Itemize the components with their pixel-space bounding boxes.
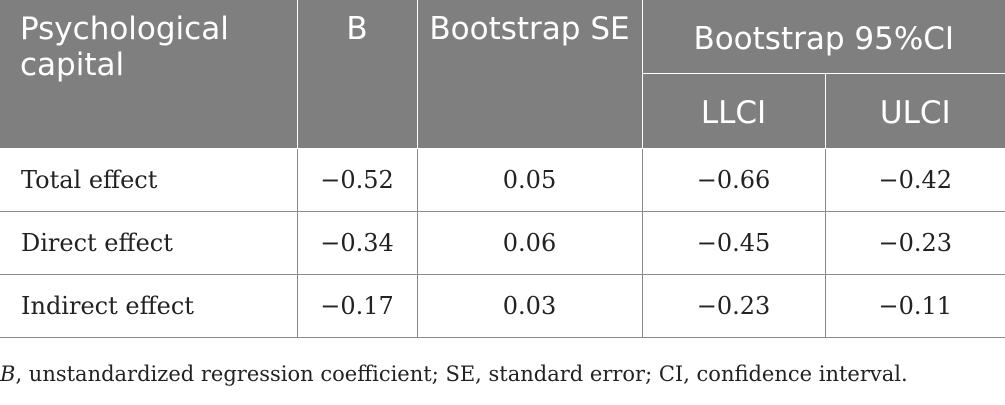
row-label: Direct effect bbox=[0, 211, 298, 275]
cell-b: −0.34 bbox=[296, 211, 418, 275]
cell-se: 0.06 bbox=[416, 211, 643, 275]
header-bootstrap-se: Bootstrap SE bbox=[416, 0, 643, 149]
cell-se: 0.03 bbox=[416, 274, 643, 338]
row-label: Indirect effect bbox=[0, 274, 298, 338]
cell-llci: −0.23 bbox=[641, 274, 826, 338]
cell-b: −0.52 bbox=[296, 148, 418, 212]
cell-llci: −0.45 bbox=[641, 211, 826, 275]
table-header: Psychological capital B Bootstrap SE Boo… bbox=[0, 0, 1005, 149]
table-row: Total effect −0.52 0.05 −0.66 −0.42 bbox=[0, 148, 1005, 212]
cell-ulci: −0.42 bbox=[824, 148, 1005, 212]
table-footnote: B, unstandardized regression coefficient… bbox=[0, 362, 908, 386]
header-psychological-capital: Psychological capital bbox=[0, 0, 298, 149]
footnote-symbol: B bbox=[0, 362, 16, 386]
cell-ulci: −0.11 bbox=[824, 274, 1005, 338]
cell-ulci: −0.23 bbox=[824, 211, 1005, 275]
header-ulci: ULCI bbox=[824, 73, 1005, 149]
row-label: Total effect bbox=[0, 148, 298, 212]
table-body: Total effect −0.52 0.05 −0.66 −0.42 Dire… bbox=[0, 148, 1005, 338]
cell-b: −0.17 bbox=[296, 274, 418, 338]
header-bootstrap-ci: Bootstrap 95%CI bbox=[641, 0, 1005, 74]
header-row-top: Psychological capital B Bootstrap SE Boo… bbox=[0, 0, 1005, 149]
cell-llci: −0.66 bbox=[641, 148, 826, 212]
cell-se: 0.05 bbox=[416, 148, 643, 212]
table-row: Direct effect −0.34 0.06 −0.45 −0.23 bbox=[0, 211, 1005, 275]
header-llci: LLCI bbox=[641, 73, 826, 149]
table-row: Indirect effect −0.17 0.03 −0.23 −0.11 bbox=[0, 274, 1005, 338]
mediation-effects-table: Psychological capital B Bootstrap SE Boo… bbox=[0, 0, 1005, 338]
footnote-text: , unstandardized regression coefficient;… bbox=[15, 362, 908, 386]
header-b: B bbox=[296, 0, 418, 149]
